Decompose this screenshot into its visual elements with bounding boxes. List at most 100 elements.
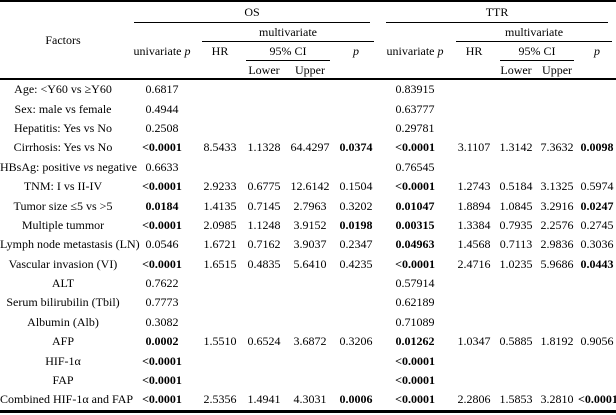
value-cell: 1.1328 [247, 140, 281, 155]
value-cell: 0.2347 [339, 237, 373, 252]
table-row: Age: <Y60 vs ≥Y60 0.6817 0.83915 [0, 79, 616, 99]
value-cell: 0.7935 [499, 217, 533, 232]
value-cell: <0.0001 [578, 392, 616, 407]
value-cell [452, 274, 496, 293]
value-cell [496, 274, 536, 293]
value-cell: <0.0001 [142, 217, 182, 232]
value-cell: 3.1107 [457, 140, 491, 155]
value-cell: 1.5510 [203, 334, 237, 349]
value-cell [334, 119, 378, 138]
value-cell [242, 313, 286, 332]
value-cell: <0.0001 [395, 140, 435, 155]
value-cell: 1.1248 [247, 217, 281, 232]
factors-header: Factors [0, 1, 126, 80]
value-cell [452, 99, 496, 118]
value-cell: 3.6872 [293, 334, 327, 349]
value-cell [286, 79, 334, 99]
table-row: Lymph node metastasis (LN) 0.0546 1.6721 0.… [0, 235, 616, 254]
value-cell: 0.0546 [145, 237, 179, 252]
value-cell [536, 371, 578, 390]
value-cell: 3.2810 [540, 392, 574, 407]
value-cell [198, 313, 242, 332]
value-cell [496, 158, 536, 177]
value-cell: <0.0001 [395, 353, 435, 368]
value-cell: 1.6721 [203, 237, 237, 252]
value-cell: 0.0006 [339, 392, 373, 407]
univariate-p-header-ttr: univariate p [378, 42, 453, 80]
value-cell: 1.0235 [499, 256, 533, 271]
p-header-os: p [334, 42, 379, 80]
value-cell: 0.3036 [580, 237, 614, 252]
value-cell [242, 371, 286, 390]
factor-label: Lymph node metastasis (LN) [0, 237, 140, 252]
value-cell: 1.4941 [247, 392, 281, 407]
value-cell: <0.0001 [142, 373, 182, 388]
value-cell: 0.3206 [339, 334, 373, 349]
factor-label: TNM: I vs II-IV [23, 179, 103, 194]
value-cell [578, 158, 616, 177]
value-cell: 0.62189 [395, 295, 435, 310]
value-cell: <0.0001 [395, 392, 435, 407]
table-row: TNM: I vs II-IV <0.0001 2.9233 0.6775 12.614… [0, 177, 616, 196]
value-cell: 0.0374 [339, 140, 373, 155]
value-cell: 5.6410 [293, 256, 327, 271]
value-cell [198, 293, 242, 312]
value-cell: 0.57914 [395, 276, 435, 291]
value-cell [578, 371, 616, 390]
value-cell: 0.4235 [339, 256, 373, 271]
value-cell: 5.9686 [540, 256, 574, 271]
value-cell [334, 313, 378, 332]
value-cell: 0.6775 [247, 179, 281, 194]
multivariate-header-os: multivariate [198, 23, 379, 42]
value-cell: 1.0845 [499, 198, 533, 213]
value-cell [578, 99, 616, 118]
factor-label: ALT [51, 276, 75, 291]
value-cell: 1.8192 [540, 334, 574, 349]
value-cell [578, 79, 616, 99]
table-row: ALT 0.7622 0.57914 [0, 274, 616, 293]
value-cell: 0.00315 [395, 217, 435, 232]
factor-label: Vascular invasion (VI) [8, 256, 118, 271]
factor-label: AFP [51, 334, 74, 349]
value-cell: 0.7113 [499, 237, 533, 252]
value-cell [334, 158, 378, 177]
value-cell: 2.4716 [457, 256, 491, 271]
value-cell: 0.0002 [145, 334, 179, 349]
value-cell [452, 371, 496, 390]
value-cell [242, 119, 286, 138]
value-cell: <0.0001 [395, 373, 435, 388]
factor-label: Hepatitis: Yes vs No [13, 120, 112, 135]
group-header-os: OS [126, 1, 379, 23]
value-cell: 2.9233 [203, 179, 237, 194]
value-cell: 3.9152 [293, 217, 327, 232]
value-cell: 0.2745 [580, 217, 614, 232]
value-cell [286, 313, 334, 332]
factor-label: Tumor size ≤5 vs >5 [13, 198, 113, 213]
value-cell: 0.9056 [580, 334, 614, 349]
value-cell: 0.76545 [395, 159, 435, 174]
value-cell [198, 79, 242, 99]
factor-label: HBsAg: positive vs negative [0, 159, 137, 174]
value-cell: 4.3031 [293, 392, 327, 407]
value-cell: 0.7622 [145, 276, 179, 291]
spacer-cell [378, 23, 452, 42]
value-cell: 0.7773 [145, 295, 179, 310]
value-cell [452, 293, 496, 312]
value-cell: 0.1504 [339, 179, 373, 194]
hr-header-ttr: HR [452, 42, 497, 80]
value-cell [578, 313, 616, 332]
value-cell [334, 79, 378, 99]
value-cell: 0.6817 [145, 82, 179, 97]
value-cell: 0.4835 [247, 256, 281, 271]
value-cell [578, 274, 616, 293]
value-cell [242, 99, 286, 118]
value-cell: 64.4297 [290, 140, 330, 155]
value-cell: 0.6524 [247, 334, 281, 349]
value-cell [242, 351, 286, 370]
value-cell [536, 79, 578, 99]
value-cell: <0.0001 [395, 256, 435, 271]
value-cell [198, 119, 242, 138]
value-cell [334, 371, 378, 390]
value-cell [496, 119, 536, 138]
value-cell [198, 351, 242, 370]
